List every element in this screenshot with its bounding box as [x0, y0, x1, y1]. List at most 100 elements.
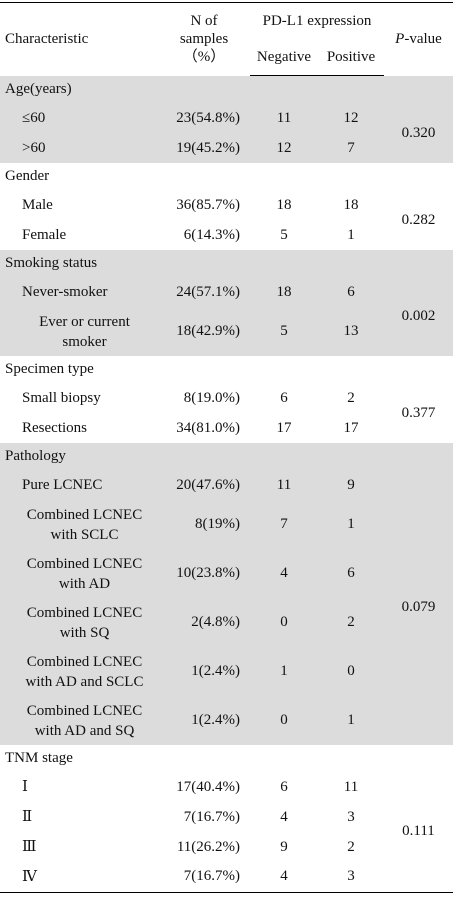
data-row: Female 6(14.3%) 5 1: [0, 220, 453, 250]
n-cell: 8(19.0%): [183, 389, 240, 406]
group-row: Pathology: [0, 443, 453, 470]
label-cell: Small biopsy: [0, 383, 158, 413]
header-cell: PD-L1 expression: [262, 12, 372, 29]
group-row: Gender: [0, 163, 453, 190]
header-cell: Positive: [318, 39, 384, 76]
label-cell: Ⅳ: [0, 862, 158, 892]
label-cell: Ⅱ: [0, 802, 158, 832]
data-row: Small biopsy 8(19.0%) 6 2 0.377: [0, 383, 453, 421]
group-row: Smoking status: [0, 250, 453, 277]
group-row: TNM stage: [0, 745, 453, 772]
row-label: Pure LCNEC: [22, 477, 103, 493]
n-cell: 7(16.7%): [183, 808, 240, 825]
group-title: Smoking status: [0, 250, 453, 277]
negative-cell: 12: [250, 133, 318, 163]
table-body: Characteristic N of samples （%） PD-L1 ex…: [0, 3, 453, 893]
n-cell: 19(45.2%): [158, 133, 250, 163]
positive-cell: 12: [318, 103, 384, 133]
row-label: Ⅰ: [22, 779, 28, 795]
n-cell: 17(40.4%): [176, 778, 240, 795]
header-row: Characteristic N of samples （%） PD-L1 ex…: [0, 3, 453, 66]
n-cell: 6(14.3%): [183, 226, 240, 243]
row-label: Resections: [22, 420, 87, 436]
n-cell: 2(4.8%): [158, 598, 250, 647]
positive-cell: 7: [318, 133, 384, 163]
row-label: ≤60: [22, 110, 46, 126]
n-cell: 20(47.6%): [158, 470, 250, 500]
header-line: （%）: [182, 49, 226, 66]
group-title: Specimen type: [5, 361, 94, 377]
n-cell: 1(2.4%): [158, 647, 250, 696]
data-row: Male 36(85.7%) 18 18 0.282: [0, 190, 453, 228]
label-cell: >60: [0, 133, 158, 163]
positive-cell: 3: [347, 808, 355, 825]
positive-cell: 9: [318, 470, 384, 500]
negative-cell: 18: [276, 196, 292, 213]
negative-cell: 18: [250, 277, 318, 307]
header-row: Negative Positive: [0, 39, 453, 76]
negative-cell: 1: [250, 647, 318, 696]
negative-cell: 7: [250, 500, 318, 549]
positive-cell: 3: [347, 868, 355, 885]
data-row: Ⅱ 7(16.7%) 4 3: [0, 802, 453, 832]
positive-cell: 6: [318, 549, 384, 598]
row-label: Combined LCNEC with AD and SCLC: [25, 653, 144, 690]
label-cell: Ⅲ: [0, 832, 158, 862]
label-cell: Resections: [0, 413, 158, 443]
n-cell: 8(19%): [158, 500, 250, 549]
positive-cell: 13: [318, 307, 384, 356]
header-line: N of: [190, 13, 218, 30]
p-value-cell: 0.282: [401, 211, 436, 228]
header-text: -value: [404, 30, 442, 47]
data-row: Combined LCNEC with AD 10(23.8%) 4 6: [0, 549, 453, 598]
negative-cell: 5: [280, 226, 288, 243]
negative-cell: 0: [250, 696, 318, 745]
positive-cell: 11: [343, 778, 359, 795]
n-cell: 23(54.8%): [158, 103, 250, 133]
data-row: ≤60 23(54.8%) 11 12 0.320: [0, 103, 453, 163]
label-cell: Combined LCNEC with AD: [0, 549, 158, 598]
label-cell: Combined LCNEC with AD and SCLC: [0, 647, 158, 696]
label-cell: Ⅰ: [0, 772, 158, 802]
row-label: Ⅳ: [22, 868, 37, 885]
n-cell: 34(81.0%): [176, 419, 240, 436]
negative-cell: 9: [280, 838, 288, 855]
negative-cell: 11: [250, 103, 318, 133]
positive-cell: 1: [347, 226, 355, 243]
negative-cell: 6: [280, 389, 288, 406]
p-value-cell: 0.079: [384, 470, 453, 745]
positive-cell: 6: [318, 277, 384, 307]
header-cell: Characteristic: [5, 30, 89, 47]
negative-cell: 6: [280, 778, 288, 795]
label-cell: Combined LCNEC with SCLC: [0, 500, 158, 549]
data-row: >60 19(45.2%) 12 7: [0, 133, 453, 163]
label-cell: ≤60: [0, 103, 158, 133]
label-cell: Combined LCNEC with AD and SQ: [0, 696, 158, 745]
negative-cell: 4: [280, 868, 288, 885]
group-title: Gender: [5, 168, 50, 184]
data-row: Combined LCNEC with AD and SQ 1(2.4%) 0 1: [0, 696, 453, 745]
row-label: Combined LCNEC with AD and SQ: [26, 702, 143, 739]
label-cell: Male: [0, 190, 158, 220]
p-value-cell: 0.320: [384, 103, 453, 163]
negative-cell: 11: [250, 470, 318, 500]
header-line: samples: [179, 31, 229, 48]
data-row: Ⅲ 11(26.2%) 9 2: [0, 832, 453, 862]
positive-cell: 1: [318, 500, 384, 549]
group-title: TNM stage: [5, 750, 73, 766]
p-value-cell: 0.111: [402, 823, 435, 840]
data-row: Ⅳ 7(16.7%) 4 3: [0, 862, 453, 892]
group-title: Pathology: [0, 443, 453, 470]
positive-cell: 1: [318, 696, 384, 745]
row-label: Ever or current smoker: [39, 313, 130, 350]
data-row: Ever or current smoker 18(42.9%) 5 13: [0, 307, 453, 356]
n-cell: 7(16.7%): [183, 868, 240, 885]
data-row: Never-smoker 24(57.1%) 18 6 0.002: [0, 277, 453, 356]
n-cell: 36(85.7%): [176, 196, 240, 213]
row-label: Male: [22, 197, 53, 213]
negative-cell: 17: [276, 419, 292, 436]
p-value-cell: 0.377: [401, 404, 436, 421]
group-title: Age(years): [0, 75, 453, 103]
n-cell: 1(2.4%): [158, 696, 250, 745]
data-row: Combined LCNEC with SCLC 8(19%) 7 1: [0, 500, 453, 549]
